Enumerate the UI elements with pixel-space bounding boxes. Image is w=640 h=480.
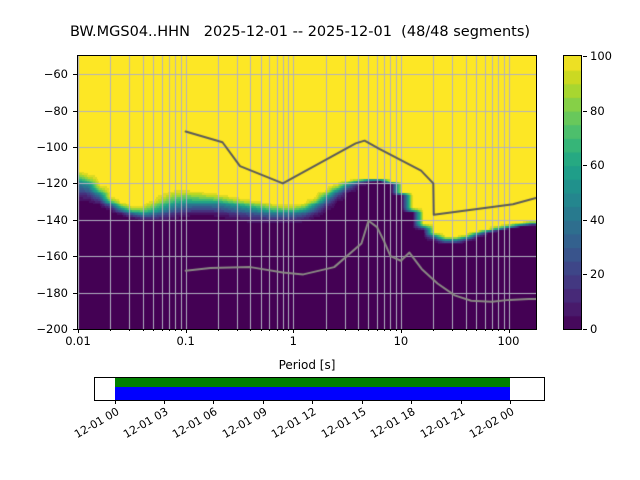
colorbar-tick-mark [583, 220, 587, 221]
y-tick-label: −80 [43, 103, 68, 118]
timeline-tick-label: 12-01 00 [71, 405, 122, 441]
x-tick-mark [277, 329, 278, 331]
ppsd-plot-area[interactable] [77, 55, 537, 330]
y-tick-mark [73, 256, 77, 257]
colorbar[interactable] [563, 55, 582, 330]
x-tick-mark [250, 329, 251, 331]
y-tick-mark [73, 329, 77, 330]
x-tick-mark [283, 329, 284, 331]
timeline-tick-mark [510, 400, 511, 404]
y-tick-label: −60 [43, 67, 68, 82]
y-tick-mark [73, 147, 77, 148]
colorbar-tick-label: 40 [590, 212, 605, 227]
colorbar-tick-label: 80 [590, 103, 605, 118]
y-tick-mark [73, 220, 77, 221]
y-tick-label: −120 [36, 176, 68, 191]
x-tick-mark [498, 329, 499, 331]
y-tick-label: −200 [36, 322, 68, 336]
y-tick-mark [73, 293, 77, 294]
x-tick-mark [186, 329, 187, 333]
x-tick-mark [162, 329, 163, 331]
colorbar-tick-label: 0 [590, 322, 598, 336]
x-tick-mark [358, 329, 359, 331]
timeline-tick-mark [263, 400, 264, 404]
x-tick-mark [492, 329, 493, 331]
x-tick-label: 0.01 [65, 334, 91, 348]
timeline-tick-label: 12-01 06 [170, 405, 220, 441]
colorbar-gradient [564, 56, 581, 329]
colorbar-tick-label: 60 [590, 158, 605, 173]
colorbar-tick-mark [583, 111, 587, 112]
colorbar-tick-mark [583, 329, 587, 330]
x-tick-mark [269, 329, 270, 331]
x-tick-mark [326, 329, 327, 331]
timeline-tick-label: 12-01 12 [269, 405, 319, 441]
timeline-tick-label: 12-02 00 [467, 405, 517, 441]
x-tick-mark [390, 329, 391, 331]
x-tick-label: 1 [289, 334, 297, 348]
colorbar-tick-label: 100 [590, 49, 612, 63]
x-tick-mark [181, 329, 182, 331]
y-tick-mark [73, 111, 77, 112]
timeline-tick-mark [213, 400, 214, 404]
x-tick-mark [401, 329, 402, 333]
x-tick-mark [476, 329, 477, 331]
x-tick-mark [466, 329, 467, 331]
x-tick-label: 10 [393, 334, 409, 348]
y-tick-mark [73, 183, 77, 184]
x-tick-mark [509, 329, 510, 333]
colorbar-tick-label: 20 [590, 267, 605, 282]
colorbar-tick-mark [583, 274, 587, 275]
x-tick-mark [485, 329, 486, 331]
x-axis-label: Period [s] [278, 358, 336, 372]
x-tick-mark [129, 329, 130, 331]
x-tick-mark [433, 329, 434, 331]
x-tick-mark [261, 329, 262, 331]
colorbar-tick-mark [583, 165, 587, 166]
y-tick-label: −100 [36, 140, 68, 154]
x-tick-label: 100 [497, 334, 520, 348]
timeline-tick-mark [312, 400, 313, 404]
figure-title: BW.MGS04..HHN 2025-12-01 -- 2025-12-01 (… [69, 24, 531, 40]
x-tick-mark [384, 329, 385, 331]
x-tick-mark [153, 329, 154, 331]
coverage-timeline[interactable] [94, 377, 545, 401]
x-tick-label: 0.1 [176, 334, 195, 348]
colorbar-tick-mark [583, 56, 587, 57]
noise-model-lines [78, 56, 536, 329]
x-tick-mark [396, 329, 397, 331]
timeline-tick-mark [164, 400, 165, 404]
x-tick-mark [452, 329, 453, 331]
x-tick-mark [143, 329, 144, 331]
y-tick-label: −160 [36, 249, 68, 264]
timeline-tick-mark [115, 400, 116, 404]
psd-segments-bar [114, 387, 511, 400]
x-tick-mark [110, 329, 111, 331]
y-tick-mark [73, 74, 77, 75]
x-tick-mark [169, 329, 170, 331]
x-tick-mark [293, 329, 294, 333]
x-tick-mark [78, 329, 79, 333]
timeline-tick-mark [411, 400, 412, 404]
x-tick-mark [377, 329, 378, 331]
data-coverage-bar [114, 378, 511, 388]
timeline-tick-mark [362, 400, 363, 404]
y-tick-label: −140 [36, 212, 68, 227]
timeline-tick-mark [461, 400, 462, 404]
x-tick-mark [175, 329, 176, 331]
x-tick-mark [288, 329, 289, 331]
timeline-tick-label: 12-01 18 [368, 405, 418, 441]
x-tick-mark [368, 329, 369, 331]
x-tick-mark [345, 329, 346, 331]
x-tick-mark [237, 329, 238, 331]
x-tick-mark [504, 329, 505, 331]
y-tick-label: −180 [36, 285, 68, 300]
x-tick-mark [218, 329, 219, 331]
